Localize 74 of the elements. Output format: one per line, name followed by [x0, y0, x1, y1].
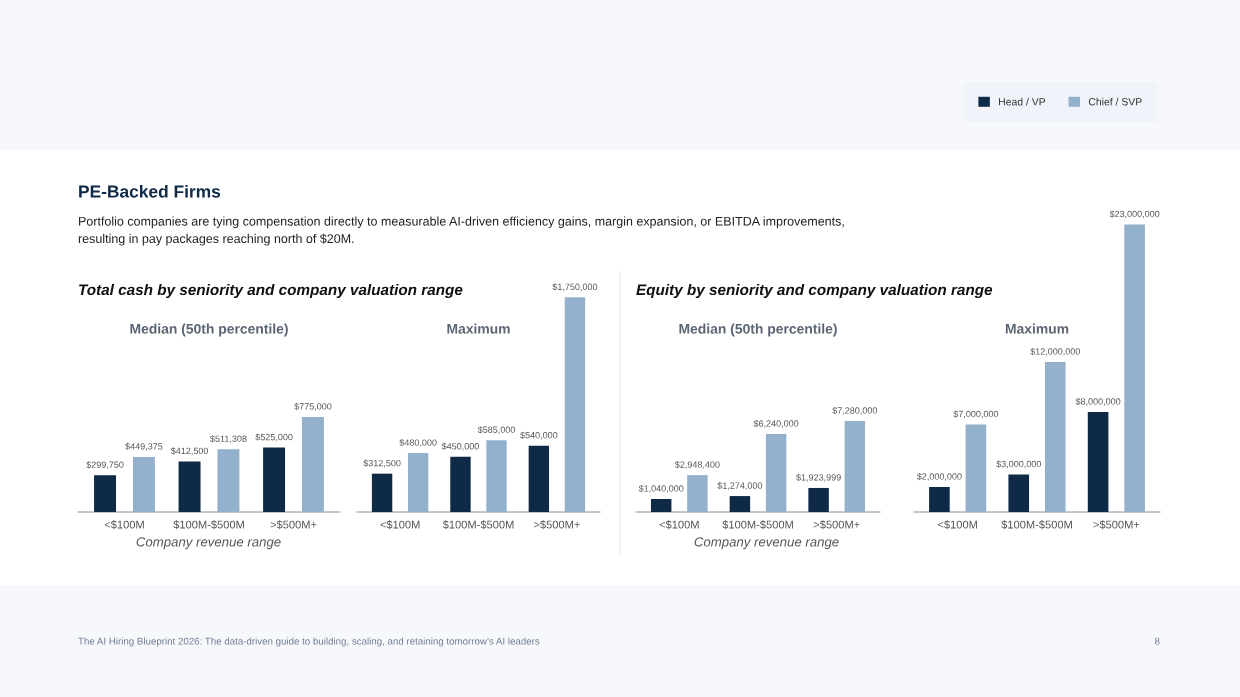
data-label: $7,000,000	[953, 410, 999, 419]
legend-label: Head / VP	[999, 97, 1046, 106]
text: Maximum	[447, 323, 510, 334]
data-label: $1,274,000	[717, 481, 763, 490]
bar	[450, 456, 471, 512]
chart-title: Median (50th percentile)	[130, 323, 288, 337]
text: Maximum	[1005, 323, 1069, 334]
bar	[965, 424, 987, 512]
x-tick-label: <$100M	[659, 520, 699, 530]
bar	[407, 453, 429, 512]
x-tick-label: $100M-$500M	[442, 520, 514, 530]
x-tick-label: >$500M+	[270, 520, 317, 530]
data-label: $6,240,000	[753, 419, 799, 428]
data-label: $1,923,999	[796, 473, 841, 482]
bar	[1087, 412, 1109, 512]
bar	[486, 440, 507, 512]
x-tick-label: $100M-$500M	[173, 520, 244, 530]
bar	[929, 487, 950, 512]
data-label: $23,000,000	[1109, 210, 1160, 219]
data-label: $12,000,000	[1030, 347, 1080, 356]
bar	[301, 416, 324, 512]
text: Company revenue range	[694, 537, 839, 550]
bar	[217, 449, 240, 512]
legend-label: Chief / SVP	[1088, 97, 1142, 106]
bar	[94, 475, 117, 512]
x-tick-label: >$500M+	[813, 520, 860, 530]
bar	[132, 456, 155, 512]
chart-title: Median (50th percentile)	[679, 323, 837, 337]
data-label: $480,000	[399, 439, 437, 447]
data-label: $8,000,000	[1075, 397, 1121, 406]
data-label: $525,000	[255, 433, 293, 442]
bar	[1044, 362, 1066, 512]
x-tick-label: >$500M+	[533, 520, 580, 530]
data-label: $7,280,000	[832, 406, 878, 415]
data-label: $2,000,000	[916, 472, 962, 481]
x-tick-label: <$100M	[104, 520, 144, 530]
x-tick-label: >$500M+	[1093, 520, 1140, 530]
data-label: $511,308	[210, 435, 247, 444]
bar	[528, 445, 550, 512]
data-label: $449,375	[125, 442, 163, 451]
data-label: $1,040,000	[638, 484, 684, 493]
data-label: $3,000,000	[996, 460, 1041, 469]
data-label: $1,750,000	[552, 283, 598, 292]
x-tick-label: <$100M	[380, 520, 420, 530]
bar	[1124, 224, 1145, 512]
bar	[765, 434, 787, 512]
bar	[371, 473, 393, 512]
x-tick-label: <$100M	[937, 520, 977, 530]
data-label: $2,948,400	[674, 461, 720, 469]
data-label: $299,750	[86, 461, 124, 469]
data-label: $412,500	[170, 447, 209, 456]
data-label: $540,000	[520, 431, 558, 440]
data-label: $775,000	[294, 402, 332, 411]
bar	[564, 297, 586, 512]
text: Portfolio companies are tying compensation directly to measurable AI-driven efficiency gains, margin expansion, or EBITDA improvements, resulting in pay packages reaching north of $20M.	[78, 216, 844, 246]
annotation: Equity by seniority and company valuation range	[636, 283, 993, 299]
bar	[844, 421, 866, 512]
text: 8	[1155, 637, 1160, 645]
text: The AI Hiring Blueprint 2026: The data-driven guide to building, scaling, and retaining tomorrow’s AI leaders	[78, 637, 540, 647]
bar	[808, 487, 829, 512]
bar	[650, 499, 672, 512]
data-label: $585,000	[477, 426, 515, 434]
data-label: $450,000	[441, 442, 479, 451]
bar	[687, 475, 708, 512]
bar	[178, 461, 201, 512]
text: Company revenue range	[136, 537, 281, 550]
bar	[263, 447, 286, 512]
annotation: Total cash by seniority and company valuation range	[79, 283, 463, 299]
x-tick-label: $100M-$500M	[1001, 520, 1072, 530]
bar	[1008, 474, 1030, 512]
bar	[729, 496, 751, 512]
data-label: $312,500	[363, 459, 401, 468]
x-tick-label: $100M-$500M	[722, 520, 793, 530]
text: PE-Backed Firms	[79, 184, 221, 198]
